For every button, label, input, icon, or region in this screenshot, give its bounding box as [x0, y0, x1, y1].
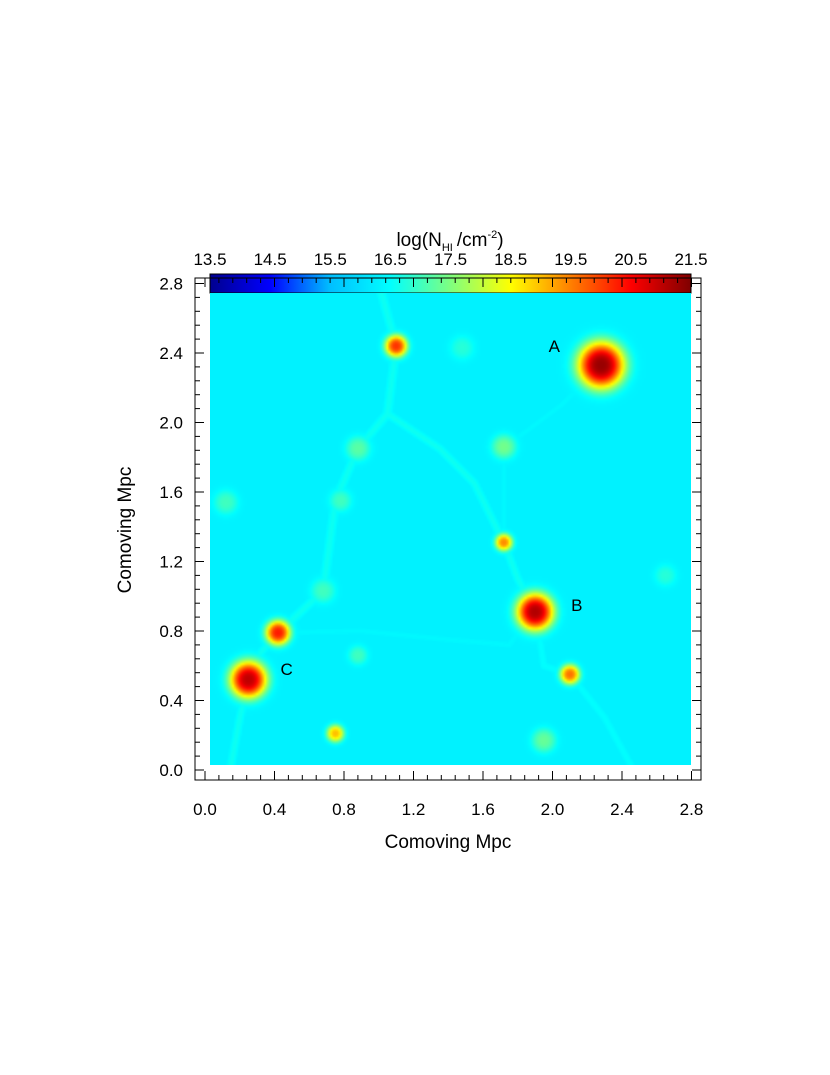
x-tick-label: 1.2 — [402, 800, 426, 819]
colorbar-tick-labels: 13.5 14.5 15.5 16.5 17.5 18.5 19.5 20.5 21.5 — [193, 250, 708, 293]
y-tick-labels: 0.0 0.4 0.8 1.2 1.6 2.0 2.4 2.8 — [159, 275, 183, 781]
x-tick-label: 2.8 — [680, 800, 704, 819]
colorbar-label-prefix: log(N — [396, 230, 441, 251]
y-tick-label: 1.2 — [159, 553, 183, 572]
x-tick-label: 2.0 — [541, 800, 565, 819]
colorbar-tick-label: 20.5 — [614, 250, 647, 269]
x-axis-title: Comoving Mpc — [385, 832, 512, 853]
colorbar-label-sub: HI — [442, 242, 453, 254]
colorbar-tick-label: 17.5 — [434, 250, 467, 269]
colorbar-tick-label: 19.5 — [554, 250, 587, 269]
colorbar-label-suffix: ) — [497, 230, 503, 251]
colorbar-label-mid: /cm — [457, 230, 488, 251]
y-tick-label: 0.8 — [159, 622, 183, 641]
y-tick-label: 1.6 — [159, 483, 183, 502]
colorbar-tick-label: 15.5 — [314, 250, 347, 269]
x-tick-label: 0.8 — [332, 800, 356, 819]
y-tick-label: 0.4 — [159, 692, 183, 711]
clump-labels: A B C — [281, 337, 583, 679]
x-tick-label: 0.0 — [193, 800, 217, 819]
colorbar-gradient — [209, 273, 692, 294]
colorbar-tick-label: 21.5 — [674, 250, 707, 269]
y-tick-label: 2.8 — [159, 275, 183, 294]
x-tick-label: 1.6 — [471, 800, 495, 819]
heatmap-image — [210, 293, 691, 765]
colorbar-tick-label: 18.5 — [494, 250, 527, 269]
clump-label-b: B — [571, 596, 582, 615]
colorbar-tick-label: 14.5 — [254, 250, 287, 269]
x-tick-label: 0.4 — [263, 800, 287, 819]
colorbar-label: log(NHI/cm-2) — [396, 229, 503, 254]
axis-ticks — [195, 278, 701, 780]
clump-label-a: A — [549, 337, 561, 356]
y-tick-label: 0.0 — [159, 761, 183, 780]
colorbar: log(NHI/cm-2) 13.5 14.5 15.5 16.5 17.5 18.5 19… — [193, 229, 708, 294]
colorbar-tick-label: 13.5 — [193, 250, 226, 269]
clump-label-c: C — [281, 660, 293, 679]
colorbar-label-sup: -2 — [487, 229, 497, 241]
colorbar-tick-label: 16.5 — [374, 250, 407, 269]
plot-area: 0.0 0.4 0.8 1.2 1.6 2.0 2.4 2.8 0.0 0.4 0.8 1.2 1.6… — [159, 275, 703, 820]
x-tick-labels: 0.0 0.4 0.8 1.2 1.6 2.0 2.4 2.8 — [193, 800, 703, 819]
plot-frame — [194, 277, 702, 781]
y-tick-label: 2.0 — [159, 414, 183, 433]
y-axis-title: Comoving Mpc — [115, 467, 136, 594]
x-tick-label: 2.4 — [610, 800, 634, 819]
y-tick-label: 2.4 — [159, 344, 183, 363]
